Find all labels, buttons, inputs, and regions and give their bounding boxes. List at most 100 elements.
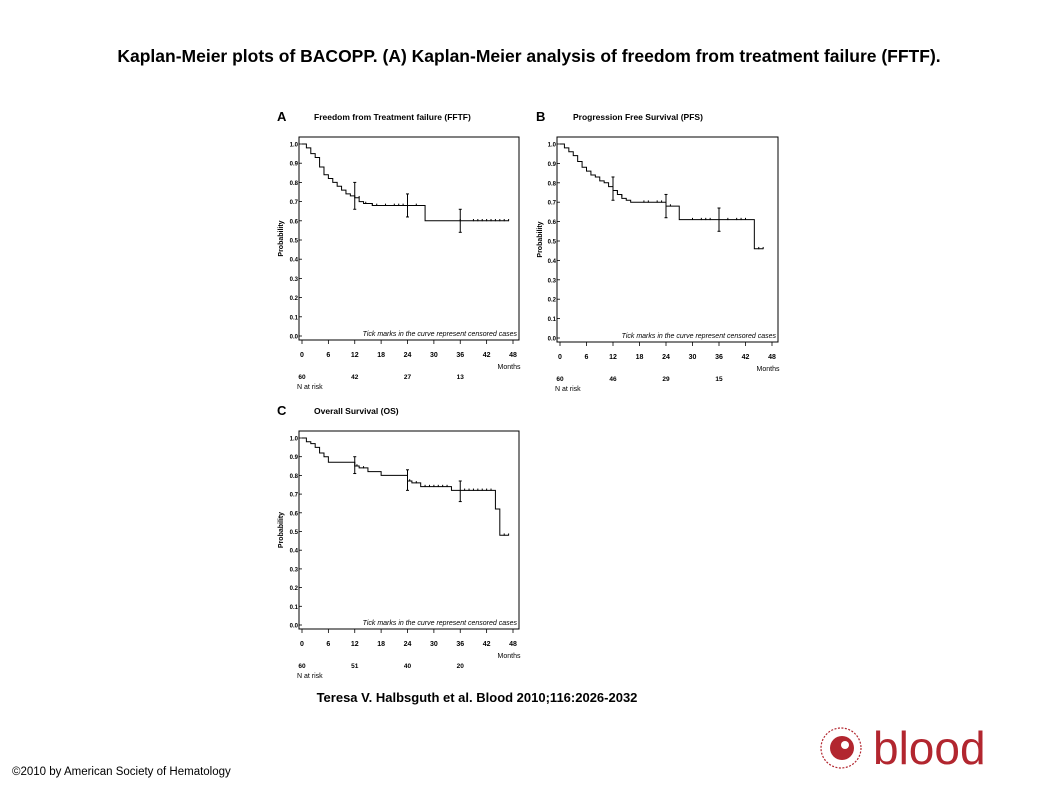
panel-a-xtick-label: 0 xyxy=(300,352,304,359)
panel-b-ytick-label: 0.8 xyxy=(548,181,557,187)
panel-b-letter: B xyxy=(536,109,545,124)
panel-a-at-risk-value: 42 xyxy=(351,374,359,381)
panel-b-xtick-label: 42 xyxy=(742,354,750,361)
panel-b-at-risk-value: 15 xyxy=(715,376,723,383)
panel-b-survival-curve xyxy=(560,143,764,250)
panel-a-ytick-label: 1.0 xyxy=(290,143,299,149)
panel-b-ytick-label: 0.9 xyxy=(548,162,557,168)
panel-a-ytick-label: 0.7 xyxy=(290,200,299,206)
logo-seal-ring xyxy=(820,727,862,769)
panel-b-at-risk-value: 46 xyxy=(609,376,617,383)
panel-a-xtick-label: 12 xyxy=(351,352,359,359)
panel-a-letter: A xyxy=(277,109,287,124)
panel-b-xtick-label: 48 xyxy=(768,354,776,361)
panel-a-xtick-label: 24 xyxy=(404,352,412,359)
panel-b-ytick-label: 0.4 xyxy=(548,259,557,265)
panel-a-at-risk-value: 60 xyxy=(298,374,306,381)
panel-b-ytick-label: 0.7 xyxy=(548,201,557,207)
panel-c-ytick-label: 0.3 xyxy=(290,567,299,573)
copyright-notice: ©2010 by American Society of Hematology xyxy=(12,766,231,778)
panel-a-ytick-label: 0.1 xyxy=(290,315,299,321)
panel-b-xtick-label: 6 xyxy=(585,354,589,361)
panel-a-ytick-label: 0.4 xyxy=(290,258,299,264)
panel-c-survival-curve xyxy=(302,437,509,536)
panel-b-ytick-label: 0.0 xyxy=(548,337,557,343)
citation: Teresa V. Halbsguth et al. Blood 2010;11… xyxy=(316,690,638,705)
panel-c-at-risk-value: 51 xyxy=(351,663,359,670)
panel-c-xtick-label: 30 xyxy=(430,641,438,648)
panel-c-letter: C xyxy=(277,403,287,418)
panel-c-frame xyxy=(298,430,520,630)
panel-c-xtick-label: 18 xyxy=(377,641,385,648)
panel-b-ytick-label: 0.6 xyxy=(548,220,557,226)
panel-c-xtick-label: 12 xyxy=(351,641,359,648)
panel-a-xtick-label: 18 xyxy=(377,352,385,359)
panel-b-frame xyxy=(556,136,779,343)
panel-a-at-risk-value: 27 xyxy=(404,374,412,381)
panel-c-ytick-label: 0.1 xyxy=(290,605,299,611)
panel-c-xtick-label: 24 xyxy=(404,641,412,648)
panel-a-xtick-label: 42 xyxy=(483,352,491,359)
panel-b-at-risk-value: 29 xyxy=(662,376,670,383)
panel-c-xtick-label: 42 xyxy=(483,641,491,648)
panel-a-ytick-label: 0.2 xyxy=(290,296,299,302)
panel-c-xtick-label: 6 xyxy=(326,641,330,648)
panel-a-xtick-label: 48 xyxy=(509,352,517,359)
panel-a-ytick-label: 0.5 xyxy=(290,239,299,245)
panel-b-xlabel: Months xyxy=(757,366,780,373)
panel-b-xtick-label: 12 xyxy=(609,354,617,361)
panel-a-xtick-label: 30 xyxy=(430,352,438,359)
panel-a-ylabel: Probability xyxy=(278,220,285,256)
panel-b-ytick-label: 1.0 xyxy=(548,143,557,149)
panel-a-at-risk-value: 13 xyxy=(457,374,465,381)
logo-seal-drop xyxy=(830,736,854,760)
panel-c-ytick-label: 0.2 xyxy=(290,586,299,592)
panel-b-ytick-label: 0.5 xyxy=(548,240,557,246)
logo-seal-cell xyxy=(841,741,849,749)
panel-a-xlabel: Months xyxy=(498,364,521,371)
panel-a-at-risk-label: N at risk xyxy=(297,384,323,391)
panel-a-ytick-label: 0.3 xyxy=(290,277,299,283)
panel-c-xtick-label: 0 xyxy=(300,641,304,648)
panel-a-note: Tick marks in the curve represent censor… xyxy=(363,331,518,338)
panel-c-note: Tick marks in the curve represent censor… xyxy=(363,620,518,627)
panel-a-xtick-label: 36 xyxy=(456,352,464,359)
panel-c-xlabel: Months xyxy=(498,653,521,660)
panel-c-ytick-label: 0.6 xyxy=(290,511,299,517)
panel-c-at-risk-value: 20 xyxy=(457,663,465,670)
panel-c-ytick-label: 0.7 xyxy=(290,493,299,499)
panel-b-at-risk-label: N at risk xyxy=(555,386,581,393)
panel-b-ytick-label: 0.3 xyxy=(548,278,557,284)
panel-a-ytick-label: 0.8 xyxy=(290,181,299,187)
panel-a-frame xyxy=(298,136,520,341)
blood-journal-logo: blood xyxy=(820,722,986,774)
panel-c-title: Overall Survival (OS) xyxy=(314,406,399,416)
panel-c-ytick-label: 0.4 xyxy=(290,549,299,555)
panel-c-at-risk-value: 60 xyxy=(298,663,306,670)
panel-c-xtick-label: 48 xyxy=(509,641,517,648)
panel-b-xtick-label: 36 xyxy=(715,354,723,361)
panel-b-xtick-label: 24 xyxy=(662,354,670,361)
panel-c-ylabel: Probability xyxy=(278,512,285,548)
slide-title: Kaplan-Meier plots of BACOPP. (A) Kaplan… xyxy=(117,46,941,66)
panel-b-xtick-label: 30 xyxy=(689,354,697,361)
panel-c-ytick-label: 0.0 xyxy=(290,624,299,630)
panel-c-at-risk-value: 40 xyxy=(404,663,412,670)
panel-a-xtick-label: 6 xyxy=(326,352,330,359)
panel-b-ytick-label: 0.2 xyxy=(548,298,557,304)
panel-a-title: Freedom from Treatment failure (FFTF) xyxy=(314,112,471,122)
panel-c-ytick-label: 0.5 xyxy=(290,530,299,536)
panel-a-ytick-label: 0.6 xyxy=(290,219,299,225)
panel-c-at-risk-label: N at risk xyxy=(297,673,323,680)
logo-wordmark: blood xyxy=(873,722,986,774)
panel-b-title: Progression Free Survival (PFS) xyxy=(573,112,703,122)
panel-b-at-risk-value: 60 xyxy=(556,376,564,383)
panel-a-ytick-label: 0.0 xyxy=(290,335,299,341)
panel-a-survival-curve xyxy=(302,143,509,222)
panel-b-xtick-label: 18 xyxy=(636,354,644,361)
panel-a-ytick-label: 0.9 xyxy=(290,162,299,168)
panel-c-xtick-label: 36 xyxy=(456,641,464,648)
panel-b-note: Tick marks in the curve represent censor… xyxy=(622,333,777,340)
panel-b-xtick-label: 0 xyxy=(558,354,562,361)
